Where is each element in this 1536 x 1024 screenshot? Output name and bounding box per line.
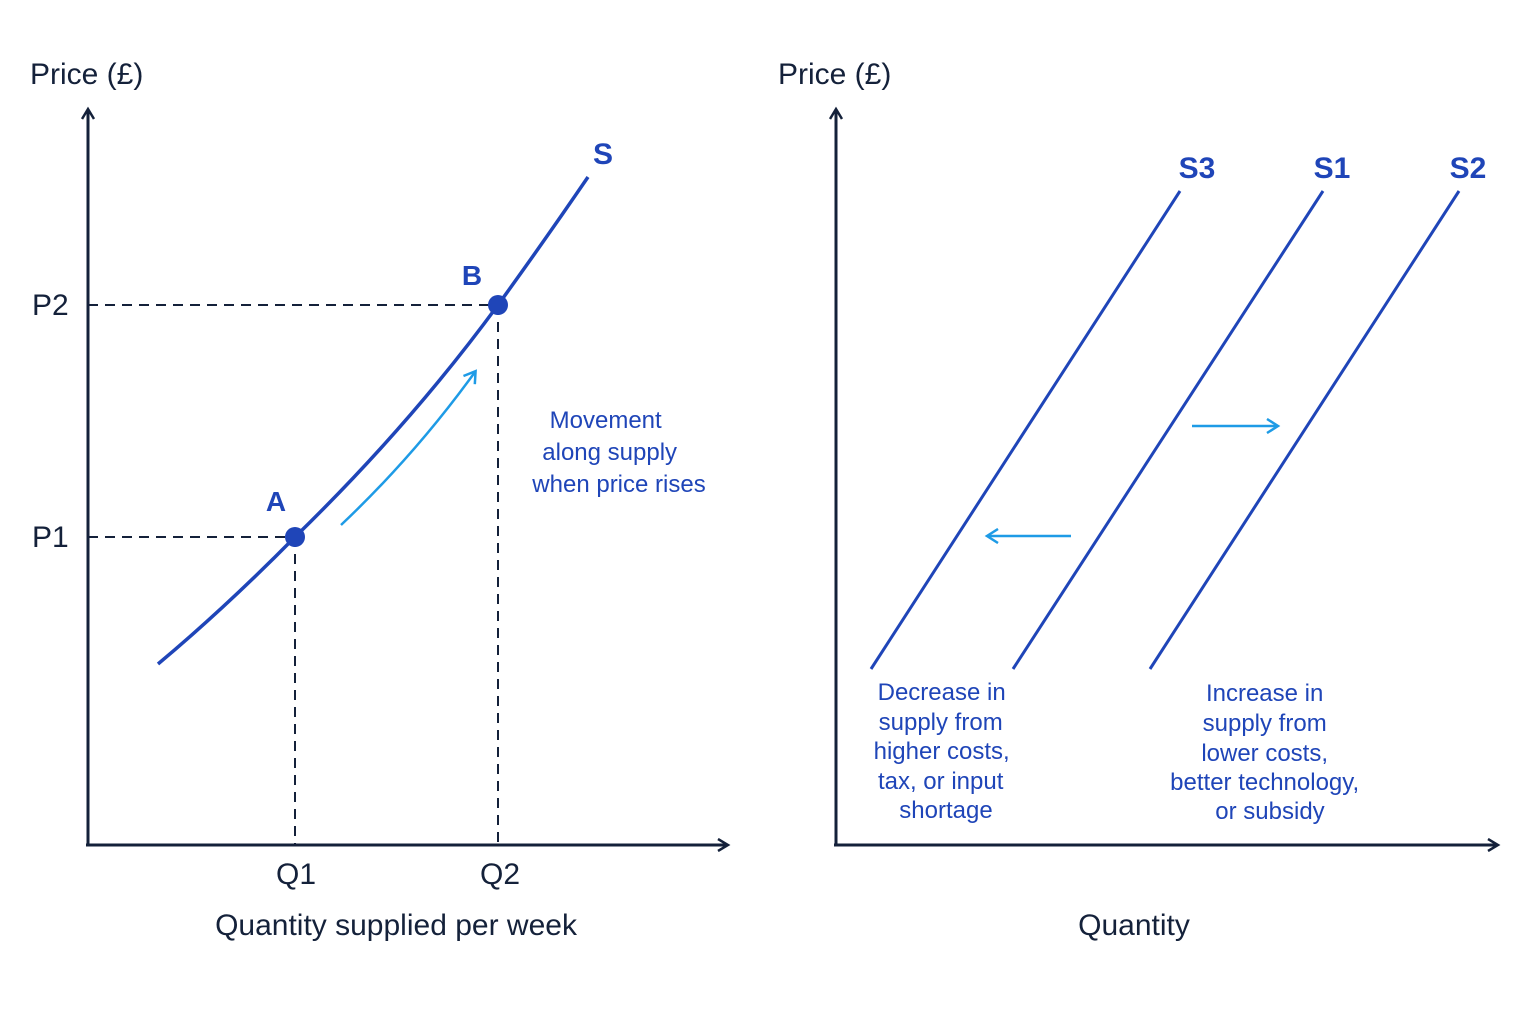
increase-note-line: or subsidy — [1215, 798, 1324, 825]
increase-note: Increase in supply from lower costs, bet… — [1170, 680, 1366, 825]
s2-line — [1148, 190, 1461, 670]
increase-note-line: lower costs, — [1201, 740, 1328, 767]
left-y-title: Price (£) — [30, 58, 143, 91]
movement-annotation-line: when price rises — [531, 471, 705, 498]
decrease-note: Decrease in supply from higher costs, ta… — [874, 679, 1017, 824]
increase-note-line: supply from — [1203, 710, 1327, 737]
increase-note-line: Increase in — [1206, 680, 1323, 707]
p2-label: P2 — [32, 289, 69, 322]
left-x-title: Quantity supplied per week — [215, 909, 578, 942]
point-b-label: B — [462, 260, 482, 291]
point-a-label: A — [266, 486, 286, 517]
increase-note-line: better technology, — [1170, 769, 1359, 796]
s1-line — [1011, 190, 1325, 670]
decrease-note-line: supply from — [879, 709, 1003, 736]
point-a-marker — [285, 527, 305, 547]
s3-line — [869, 190, 1182, 670]
right-x-title: Quantity — [1078, 909, 1190, 942]
movement-arrow — [340, 372, 475, 526]
s2-label: S2 — [1450, 152, 1487, 185]
decrease-note-line: shortage — [899, 797, 992, 824]
supply-curve-label: S — [593, 138, 613, 171]
decrease-note-line: higher costs, — [874, 738, 1010, 765]
right-y-title: Price (£) — [778, 58, 891, 91]
q2-label: Q2 — [480, 858, 520, 891]
s3-label: S3 — [1179, 152, 1216, 185]
point-b-marker — [488, 295, 508, 315]
movement-annotation-line: along supply — [542, 439, 677, 466]
decrease-note-line: Decrease in — [878, 679, 1006, 706]
movement-annotation: Movement along supply when price rises — [531, 407, 705, 498]
s1-label: S1 — [1314, 152, 1351, 185]
p1-label: P1 — [32, 521, 69, 554]
decrease-note-line: tax, or input — [878, 768, 1004, 795]
q1-label: Q1 — [276, 858, 316, 891]
supply-curve — [156, 176, 590, 666]
left-chart: Price (£) Quantity supplied per week S P… — [30, 58, 727, 942]
right-chart: Price (£) Quantity S3 S1 S2 Decrease in … — [778, 58, 1497, 942]
movement-annotation-line: Movement — [550, 407, 662, 434]
